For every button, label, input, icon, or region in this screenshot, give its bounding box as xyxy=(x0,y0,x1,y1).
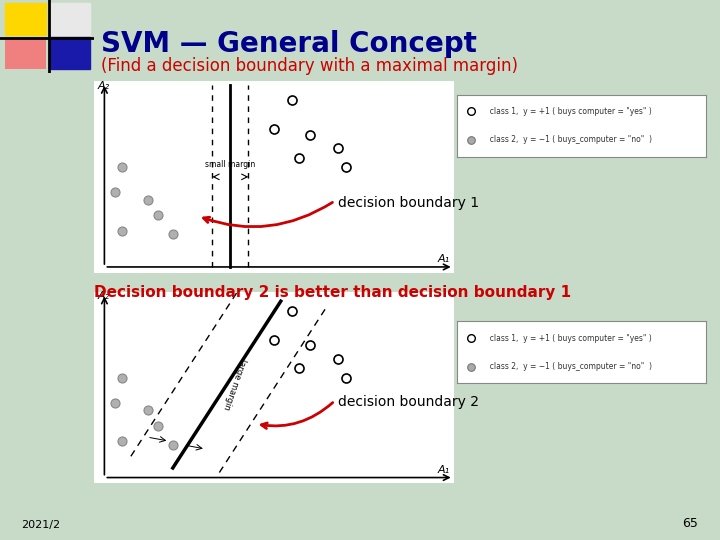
Text: large margin: large margin xyxy=(222,357,248,411)
Text: class 1,  y = +1 ( buys computer = "yes" ): class 1, y = +1 ( buys computer = "yes" … xyxy=(485,334,652,342)
Text: A₂: A₂ xyxy=(97,291,109,301)
Text: A₁: A₁ xyxy=(438,465,450,475)
Bar xyxy=(5,3,46,35)
Text: class 1,  y = +1 ( buys computer = "yes" ): class 1, y = +1 ( buys computer = "yes" … xyxy=(485,107,652,116)
Text: 65: 65 xyxy=(683,517,698,530)
Text: class 2,  y = −1 ( buys_computer = "no"  ): class 2, y = −1 ( buys_computer = "no" ) xyxy=(485,136,652,144)
Text: A₁: A₁ xyxy=(438,254,450,264)
Text: A₂: A₂ xyxy=(97,80,109,91)
Text: (Find a decision boundary with a maximal margin): (Find a decision boundary with a maximal… xyxy=(101,57,518,75)
Text: small margin: small margin xyxy=(205,160,256,169)
Text: Decision boundary 2 is better than decision boundary 1: Decision boundary 2 is better than decis… xyxy=(94,285,571,300)
Text: decision boundary 1: decision boundary 1 xyxy=(338,195,480,210)
Text: SVM — General Concept: SVM — General Concept xyxy=(101,30,477,58)
Text: 2021/2: 2021/2 xyxy=(22,520,60,530)
Bar xyxy=(5,37,46,69)
Bar xyxy=(49,37,90,69)
Text: class 2,  y = −1 ( buys_computer = "no"  ): class 2, y = −1 ( buys_computer = "no" ) xyxy=(485,362,652,371)
Bar xyxy=(49,3,90,35)
Text: decision boundary 2: decision boundary 2 xyxy=(338,395,480,409)
